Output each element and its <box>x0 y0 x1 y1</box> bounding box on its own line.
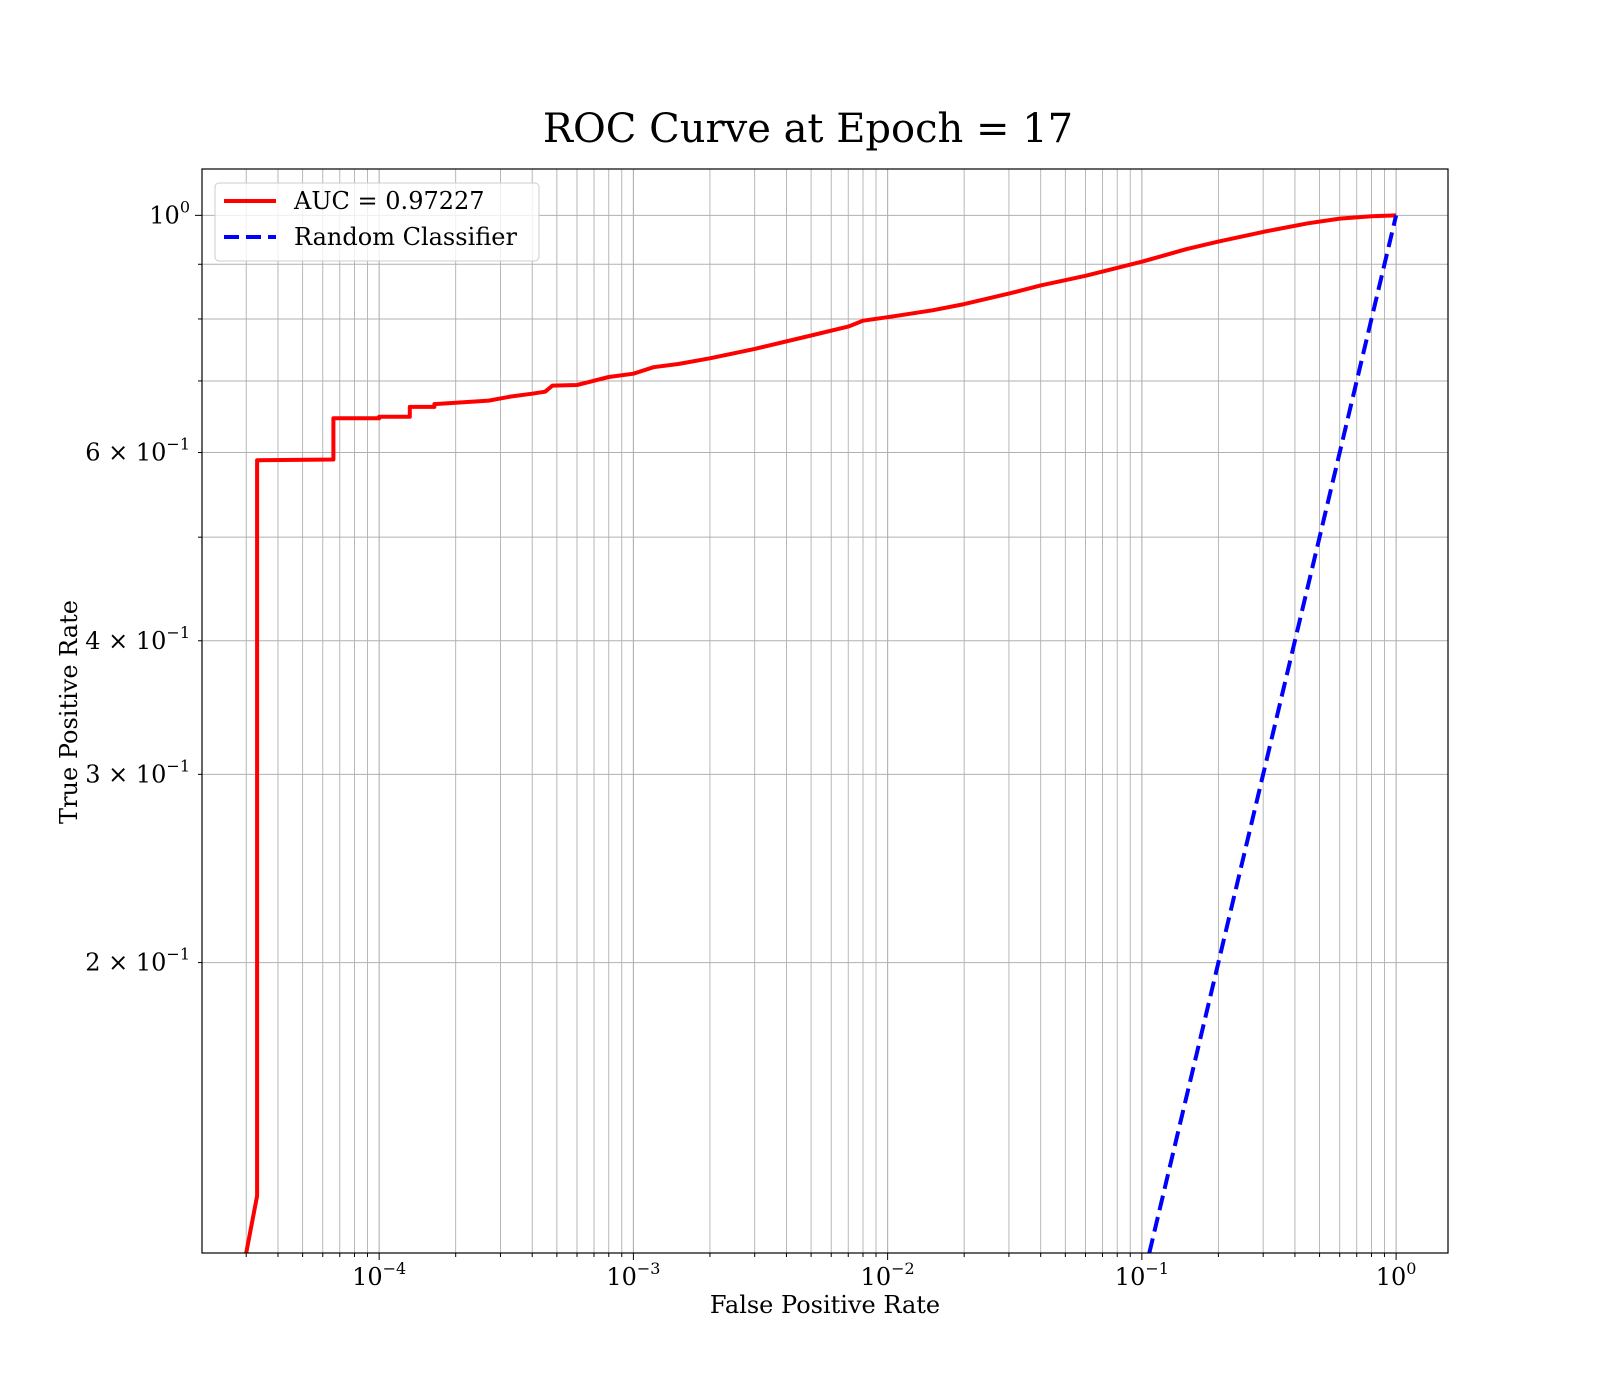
ticks <box>195 214 1397 1260</box>
x-tick-label: 10−4 <box>352 1259 406 1291</box>
grid <box>202 169 1448 1253</box>
tick-labels: 10−4 10−3 10−2 10−1 100 100 6 × 10−1 4 × 10−1 3 … <box>85 197 1416 1291</box>
y-axis-label: True Positive Rate <box>55 600 83 824</box>
x-tick-label: 100 <box>1376 1259 1417 1291</box>
plot-frame <box>201 168 1449 1254</box>
chart-title: ROC Curve at Epoch = 17 <box>543 106 1073 152</box>
legend-box <box>214 182 540 262</box>
y-tick-label: 2 × 10−1 <box>85 945 190 977</box>
legend-label: AUC = 0.97227 <box>293 187 485 215</box>
x-tick-label: 10−1 <box>1115 1259 1169 1291</box>
series-line-1 <box>1147 214 1399 1253</box>
x-tick-label: 10−3 <box>606 1259 660 1291</box>
legend-label: Random Classifier <box>294 223 517 251</box>
series-line-0 <box>244 213 1397 1253</box>
y-tick-label: 3 × 10−1 <box>85 756 190 788</box>
x-tick-label: 10−2 <box>861 1259 915 1291</box>
y-tick-label: 100 <box>149 197 190 229</box>
series-layer <box>244 213 1399 1253</box>
x-axis-label: False Positive Rate <box>710 1291 940 1319</box>
y-tick-label: 6 × 10−1 <box>85 435 190 467</box>
y-tick-label: 4 × 10−1 <box>85 623 190 655</box>
legend: AUC = 0.97227 Random Classifier <box>214 182 540 262</box>
